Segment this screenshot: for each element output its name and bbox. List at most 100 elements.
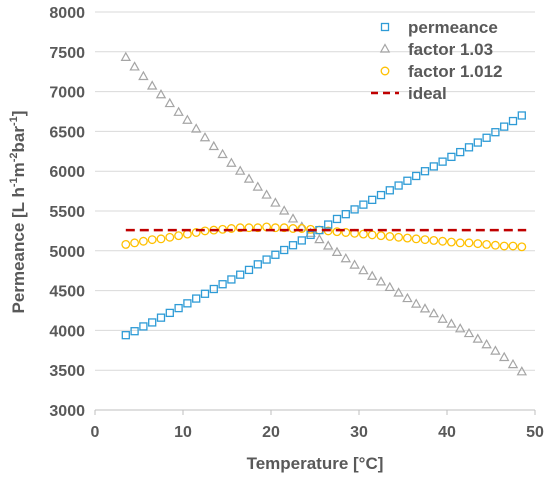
data-point: [191, 228, 201, 237]
data-point: [235, 223, 245, 233]
data-point: [376, 231, 386, 241]
data-point: [428, 307, 440, 318]
data-point: [146, 80, 158, 90]
data-point: [332, 227, 342, 237]
series-factor-1-012: [121, 222, 527, 252]
data-point: [491, 128, 500, 137]
y-tick-labels: 3000 3500 4000 4500 5000 5500 6000 6500 7000 7500…: [49, 5, 85, 420]
data-point: [438, 236, 448, 246]
data-point: [498, 351, 510, 362]
data-point: [244, 223, 254, 233]
y-tick-label: 5500: [49, 204, 85, 221]
data-point: [411, 234, 421, 244]
data-point: [279, 223, 289, 233]
data-point: [508, 116, 518, 126]
data-point: [261, 189, 272, 199]
series-permeance: [121, 111, 526, 340]
y-tick-label: 3500: [49, 363, 85, 380]
data-point: [209, 284, 218, 294]
data-point: [464, 143, 474, 152]
data-point: [472, 333, 484, 343]
data-point: [419, 303, 431, 313]
data-point: [138, 236, 148, 246]
data-point: [297, 224, 307, 233]
y-tick-label: 7500: [49, 45, 85, 62]
data-point: [410, 298, 422, 308]
gridlines: [95, 11, 535, 371]
data-point: [121, 331, 130, 340]
y-tick-label: 6000: [49, 164, 85, 181]
data-point: [368, 195, 377, 205]
data-point: [173, 106, 184, 116]
data-point: [130, 238, 140, 248]
data-point: [402, 233, 412, 243]
y-axis-title: Permeance [L h-1m-2bar-1]: [8, 111, 28, 314]
data-point: [481, 339, 492, 349]
data-point: [226, 224, 236, 233]
data-point: [394, 232, 404, 242]
data-point: [243, 173, 255, 183]
data-point: [516, 366, 528, 376]
data-point: [287, 213, 299, 223]
data-point: [262, 255, 271, 264]
data-point: [359, 200, 368, 209]
data-point: [227, 275, 236, 284]
data-point: [358, 229, 368, 239]
data-point: [314, 233, 325, 244]
data-point: [182, 229, 192, 239]
data-point: [446, 318, 457, 328]
data-point: [174, 303, 183, 313]
data-point: [429, 162, 438, 171]
x-axis-title: Temperature [°C]: [247, 454, 384, 473]
data-point: [429, 236, 439, 245]
y-axis-title-superscript: -1: [8, 177, 20, 187]
legend-marker: [379, 43, 391, 53]
data-point: [375, 276, 387, 286]
data-point: [463, 327, 475, 338]
data-point: [280, 245, 289, 255]
data-point: [270, 197, 281, 207]
y-axis-title-superscript: -1: [8, 116, 20, 126]
data-point: [174, 231, 184, 241]
data-point: [138, 70, 149, 81]
legend-label: ideal: [408, 84, 447, 103]
data-point: [349, 259, 360, 269]
data-point: [456, 147, 465, 157]
data-point: [156, 313, 166, 322]
data-point: [234, 165, 246, 175]
x-tick-labels: 0 10 20 30 40 50: [91, 424, 544, 441]
data-point: [403, 176, 412, 185]
data-point: [129, 61, 140, 71]
data-point: [473, 239, 483, 249]
data-point: [402, 292, 413, 303]
legend-marker: [380, 22, 390, 32]
x-tick-label: 20: [262, 424, 280, 441]
y-axis-title-part: Permeance [L h: [9, 187, 28, 313]
x-tick-label: 40: [438, 424, 456, 441]
data-point: [324, 220, 333, 229]
data-point: [192, 294, 201, 303]
x-tick-label: 30: [350, 424, 368, 441]
data-point: [271, 250, 280, 259]
data-point: [139, 322, 148, 331]
data-point: [446, 237, 456, 247]
data-point: [121, 239, 131, 249]
data-point: [236, 270, 245, 279]
data-point: [130, 327, 139, 336]
data-point: [367, 230, 377, 240]
plot-series: [120, 51, 528, 376]
data-point: [385, 232, 395, 241]
legend-label: factor 1.03: [408, 40, 493, 59]
data-point: [437, 313, 448, 323]
data-point: [340, 253, 352, 263]
data-point: [455, 238, 465, 248]
data-point: [341, 228, 351, 237]
data-point: [156, 234, 166, 244]
data-point: [199, 132, 211, 142]
data-point: [393, 287, 404, 297]
y-tick-label: 4000: [49, 323, 85, 340]
data-point: [322, 240, 334, 250]
data-point: [464, 238, 474, 248]
y-tick-label: 8000: [49, 5, 85, 22]
